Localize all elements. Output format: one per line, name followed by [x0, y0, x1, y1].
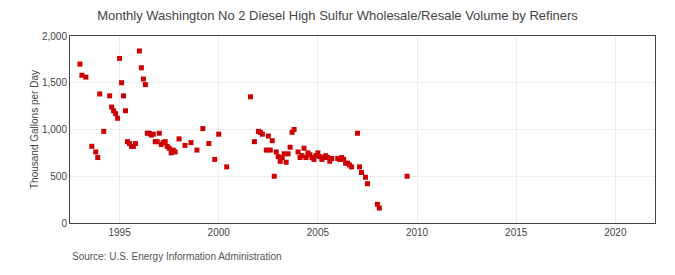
svg-text:2000: 2000 [208, 227, 231, 238]
svg-text:2005: 2005 [307, 227, 330, 238]
svg-text:1995: 1995 [108, 227, 131, 238]
svg-text:1,500: 1,500 [42, 77, 67, 88]
svg-text:500: 500 [50, 171, 67, 182]
svg-text:Monthly Washington No 2 Diesel: Monthly Washington No 2 Diesel High Sulf… [97, 8, 578, 23]
svg-text:2015: 2015 [505, 227, 528, 238]
svg-text:Thousand Gallons per Day: Thousand Gallons per Day [29, 70, 40, 189]
svg-text:1,000: 1,000 [42, 124, 67, 135]
svg-text:2010: 2010 [406, 227, 429, 238]
svg-text:0: 0 [61, 218, 67, 229]
svg-text:2020: 2020 [604, 227, 627, 238]
svg-text:Source: U.S. Energy Informatio: Source: U.S. Energy Information Administ… [72, 251, 282, 262]
svg-text:2,000: 2,000 [42, 31, 67, 42]
